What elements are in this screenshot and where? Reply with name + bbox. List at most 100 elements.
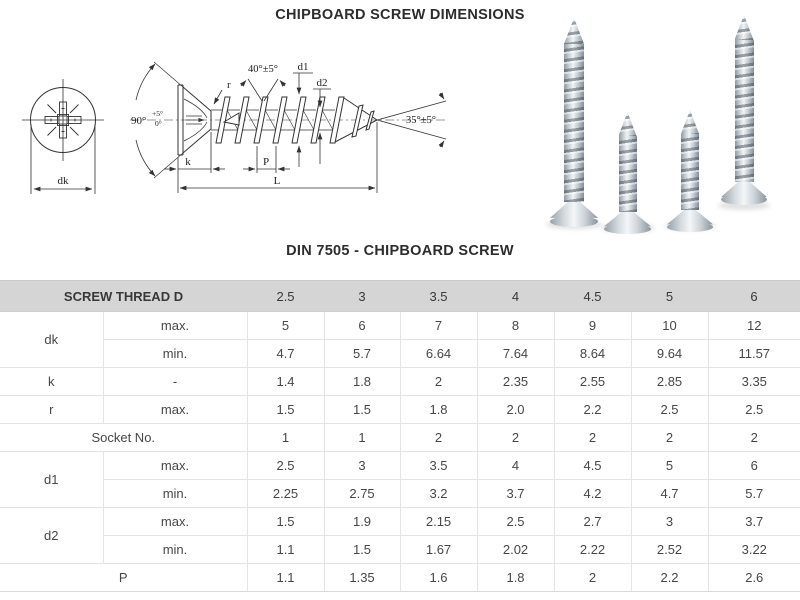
screw-image-short-right [664,110,716,232]
table-cell: 1.8 [476,563,555,592]
table-row-p: P 1.1 1.35 1.6 1.8 2 2.2 2.6 [0,563,800,592]
table-cell: 2.5 [476,507,555,536]
table-cell: 1.5 [323,395,401,424]
table-cell: 1.1 [246,535,325,564]
table-row-r: r max. 1.5 1.5 1.8 2.0 2.2 2.5 2.5 [0,395,800,424]
table-cell: 3.5 [399,451,478,480]
table-cell: 5.7 [707,479,800,508]
table-cell: 12 [707,311,800,340]
table-cell: 2.6 [707,563,800,592]
tip-angle-dimension [376,92,447,148]
thread-angle-dimension [239,78,287,102]
label-head-angle-tol-lower: 0° [155,119,162,128]
table-cell: 2 [476,423,555,452]
table-cell: 5 [246,311,325,340]
table-cell: 1.9 [323,507,401,536]
table-cell: 4.2 [553,479,632,508]
table-cell: 6.64 [399,339,478,368]
screw-image-tall-right [718,15,770,210]
table-cell: 1 [323,423,401,452]
table-cell: 7 [399,311,478,340]
header-size: 5 [631,280,709,312]
table-cell: 2.15 [399,507,478,536]
sub-label: max. [102,451,248,480]
sub-label: min. [103,535,248,564]
table-cell: 1.5 [246,395,325,424]
table-row-dk-min: min. 4.7 5.7 6.64 7.64 8.64 9.64 11.57 [0,339,800,368]
table-cell: 5 [630,451,709,480]
header-size: 3 [324,280,401,312]
page-title: CHIPBOARD SCREW DIMENSIONS [275,7,525,23]
table-cell: 11.57 [707,339,800,368]
header-size: 4.5 [554,280,632,312]
table-cell: 3.35 [707,367,800,396]
k-dimension [164,132,225,193]
label-L: L [274,175,281,187]
param-d1: d1 [0,451,104,508]
table-row-k: k - 1.4 1.8 2 2.35 2.55 2.85 3.35 [0,367,800,396]
table-cell: 9 [553,311,632,340]
param-r: r [0,395,104,424]
table-cell: 2.02 [476,535,555,564]
table-cell: 3.2 [399,479,478,508]
table-cell: 2 [707,423,800,452]
table-cell: 4.7 [630,479,709,508]
table-cell: 2.35 [476,367,555,396]
table-cell: 1.35 [323,563,401,592]
table-cell: 2.52 [630,535,709,564]
table-cell: 3.7 [707,507,800,536]
table-cell: 8 [476,311,555,340]
head-front-view: dk [22,79,104,194]
r-leader [213,89,223,105]
dk-dimension [30,124,96,194]
label-r: r [227,79,231,91]
table-cell: 1.67 [399,535,478,564]
screws-photo [540,0,800,240]
d2-dimension [313,88,331,164]
header-size: 4 [477,280,555,312]
table-cell: 1.6 [399,563,478,592]
sub-label: - [102,367,248,396]
table-cell: 1.8 [323,367,401,396]
table-row-d1-min: min. 2.25 2.75 3.2 3.7 4.2 4.7 5.7 [0,479,800,508]
table-cell: 4 [476,451,555,480]
table-cell: 2.55 [553,367,632,396]
sub-label: min. [103,479,248,508]
label-dk: dk [58,175,70,187]
table-cell: 10 [630,311,709,340]
table-cell: 6 [323,311,401,340]
table-cell: 2.2 [630,563,709,592]
table-cell: 6 [707,451,800,480]
table-cell: 8.64 [553,339,632,368]
table-cell: 2.75 [323,479,401,508]
table-cell: 5.7 [323,339,401,368]
table-row-d1-max: d1 max. 2.5 3 3.5 4 4.5 5 6 [0,451,800,508]
table-row-d2-min: min. 1.1 1.5 1.67 2.02 2.22 2.52 3.22 [0,535,800,564]
table-cell: 2.0 [476,395,555,424]
table-cell: 3.7 [476,479,555,508]
table-cell: 1.5 [246,507,325,536]
table-cell: 2.2 [553,395,632,424]
table-cell: 2.25 [246,479,325,508]
sub-label: min. [103,339,248,368]
table-cell: 4.5 [553,451,632,480]
table-row-dk-max: dk max. 5 6 7 8 9 10 12 [0,311,800,368]
label-tip-angle: 35°±5° [406,115,436,126]
table-cell: 3 [630,507,709,536]
p-dimension [243,146,290,173]
screw-image-short-left [601,112,655,234]
table-cell: 3 [323,451,401,480]
param-dk: dk [0,311,104,368]
table-cell: 9.64 [630,339,709,368]
label-d2: d2 [317,77,328,89]
table-cell: 2 [399,367,478,396]
spec-table: SCREW THREAD D 2.5 3 3.5 4 4.5 5 6 dk ma… [0,280,800,592]
table-cell: 2.5 [630,395,709,424]
table-cell: 3.22 [707,535,800,564]
table-cell: 2 [553,563,632,592]
table-cell: 2.5 [246,451,325,480]
l-dimension [179,122,378,193]
table-cell: 2.7 [553,507,632,536]
table-row-socket: Socket No. 1 1 2 2 2 2 2 [0,423,800,452]
label-head-angle-tol-upper: +5° [152,109,163,118]
